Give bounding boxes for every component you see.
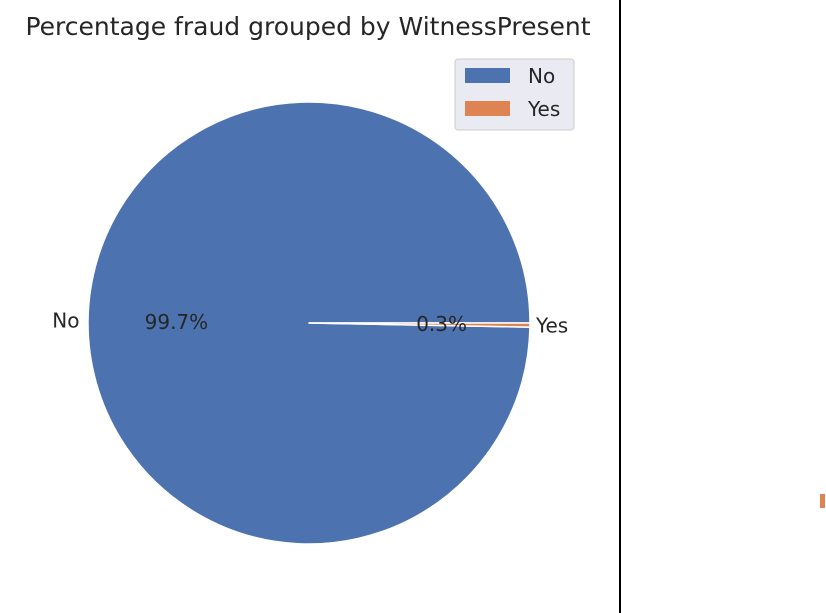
chart-panel: Percentage fraud grouped by WitnessPrese… bbox=[25, 12, 591, 545]
percent-label-yes: 0.3% bbox=[416, 312, 467, 336]
pie-slice-yes bbox=[308, 322, 531, 328]
chart-title: Percentage fraud grouped by WitnessPrese… bbox=[25, 12, 590, 41]
legend: No Yes bbox=[454, 58, 575, 131]
adjacent-chart-bar-fragment bbox=[820, 494, 825, 508]
category-label-yes: Yes bbox=[535, 313, 568, 337]
pie-slices bbox=[87, 101, 531, 545]
legend-label-yes: Yes bbox=[527, 97, 560, 121]
pie-chart: Percentage fraud grouped by WitnessPrese… bbox=[25, 12, 591, 545]
percent-label-no: 99.7% bbox=[145, 310, 209, 334]
legend-swatch-yes bbox=[465, 101, 510, 116]
category-label-no: No bbox=[52, 309, 79, 333]
legend-swatch-no bbox=[465, 68, 510, 83]
adjacent-chart-panel bbox=[621, 0, 826, 613]
panel-divider bbox=[619, 0, 621, 613]
legend-label-no: No bbox=[528, 64, 555, 88]
slice-labels: No 99.7% Yes 0.3% bbox=[52, 309, 568, 338]
